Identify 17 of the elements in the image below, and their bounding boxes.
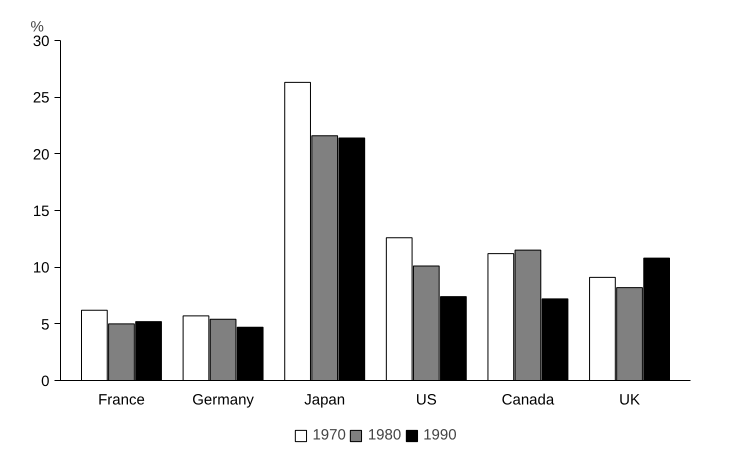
x-tick-label: Japan — [304, 392, 346, 408]
y-tick-label: 15 — [32, 203, 50, 220]
y-tick-label: 5 — [41, 316, 50, 334]
y-tick-label: 30 — [32, 33, 50, 50]
x-tick-label: Canada — [502, 392, 555, 408]
x-tick-label: Germany — [192, 392, 254, 408]
x-tick-label: UK — [619, 392, 640, 408]
y-tick-label: 0 — [41, 373, 50, 390]
x-tick-label: France — [98, 392, 145, 408]
legend-label: 1970 — [312, 426, 346, 444]
legend-label: 1990 — [423, 426, 457, 444]
y-tick-label: 25 — [32, 90, 50, 107]
legend-label: 1980 — [368, 426, 402, 444]
y-tick-label: 20 — [32, 146, 50, 164]
x-tick-label: US — [416, 392, 437, 408]
y-axis-title: % — [30, 18, 44, 36]
y-tick-label: 10 — [32, 260, 50, 277]
